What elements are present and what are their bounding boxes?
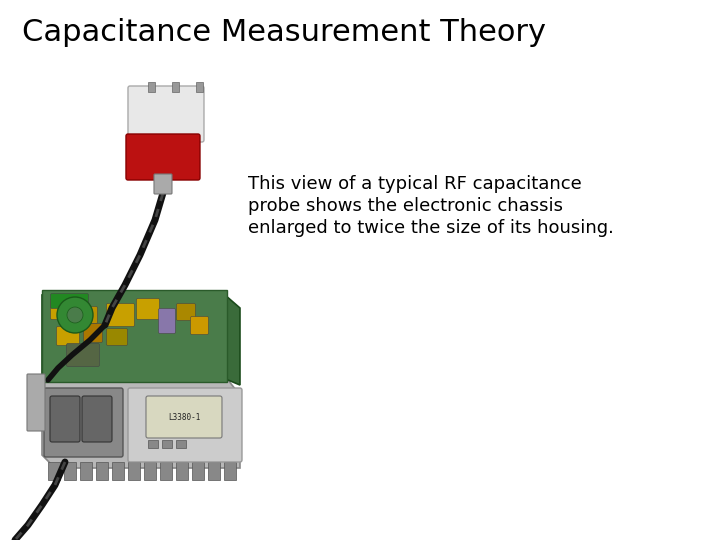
Bar (172, 82, 179, 92)
Bar (144, 462, 156, 480)
FancyBboxPatch shape (56, 327, 79, 346)
Bar (162, 440, 172, 448)
FancyBboxPatch shape (126, 134, 200, 180)
FancyBboxPatch shape (137, 299, 160, 320)
FancyBboxPatch shape (27, 374, 45, 431)
FancyBboxPatch shape (66, 343, 99, 367)
Bar (96, 462, 108, 480)
Bar (112, 462, 124, 480)
Circle shape (57, 297, 93, 333)
Text: L3380-1: L3380-1 (168, 413, 200, 422)
FancyBboxPatch shape (76, 307, 97, 323)
Polygon shape (42, 380, 240, 468)
Text: enlarged to twice the size of its housing.: enlarged to twice the size of its housin… (248, 219, 614, 237)
FancyBboxPatch shape (154, 174, 172, 194)
FancyBboxPatch shape (50, 396, 80, 442)
Circle shape (67, 307, 83, 323)
Bar (208, 462, 220, 480)
Bar (48, 462, 60, 480)
FancyBboxPatch shape (128, 388, 242, 462)
FancyBboxPatch shape (44, 388, 123, 457)
Polygon shape (42, 295, 240, 385)
Bar (196, 82, 203, 92)
Bar (160, 462, 172, 480)
Bar (176, 440, 186, 448)
Bar (192, 462, 204, 480)
FancyBboxPatch shape (50, 294, 89, 308)
FancyBboxPatch shape (84, 323, 102, 342)
Text: probe shows the electronic chassis: probe shows the electronic chassis (248, 197, 563, 215)
Bar (224, 462, 236, 480)
FancyBboxPatch shape (42, 290, 227, 382)
Bar (148, 440, 158, 448)
FancyBboxPatch shape (128, 86, 204, 142)
FancyBboxPatch shape (107, 303, 135, 327)
Bar (80, 462, 92, 480)
FancyBboxPatch shape (158, 308, 176, 334)
Bar (64, 462, 76, 480)
Bar (148, 82, 155, 92)
FancyBboxPatch shape (191, 316, 209, 334)
Text: Capacitance Measurement Theory: Capacitance Measurement Theory (22, 18, 546, 47)
FancyBboxPatch shape (50, 299, 76, 320)
FancyBboxPatch shape (82, 396, 112, 442)
FancyBboxPatch shape (176, 303, 195, 321)
FancyBboxPatch shape (146, 396, 222, 438)
Bar (128, 462, 140, 480)
Text: This view of a typical RF capacitance: This view of a typical RF capacitance (248, 175, 582, 193)
Bar (176, 462, 188, 480)
FancyBboxPatch shape (107, 328, 127, 346)
